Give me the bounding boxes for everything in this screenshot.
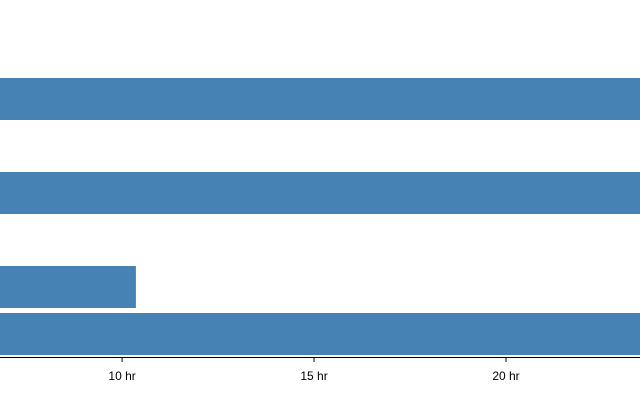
plot-area — [0, 78, 640, 355]
x-tick-label: 10 hr — [108, 369, 135, 383]
bar — [0, 313, 640, 355]
x-tick-label: 15 hr — [300, 369, 327, 383]
x-tick-label: 20 hr — [492, 369, 519, 383]
bar — [0, 78, 640, 120]
bar — [0, 266, 136, 308]
bar — [0, 172, 640, 214]
